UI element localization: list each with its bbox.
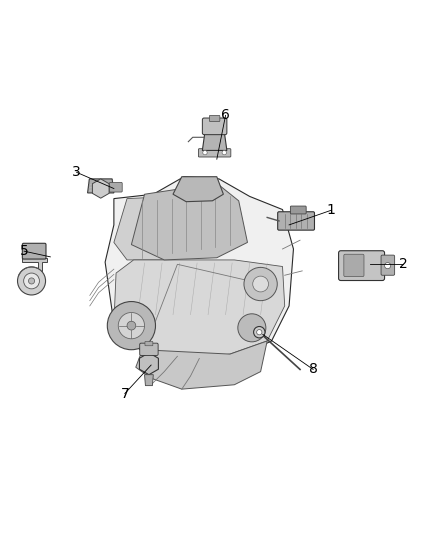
FancyBboxPatch shape [344,254,364,277]
Polygon shape [92,179,109,198]
Circle shape [118,312,145,339]
Polygon shape [173,177,223,201]
Circle shape [254,327,265,338]
Polygon shape [145,375,153,386]
Circle shape [107,302,155,350]
FancyBboxPatch shape [140,343,158,356]
Text: 2: 2 [399,257,407,271]
Circle shape [222,150,226,155]
Circle shape [244,268,277,301]
Polygon shape [114,197,180,260]
FancyBboxPatch shape [290,206,306,214]
FancyBboxPatch shape [202,118,227,135]
FancyBboxPatch shape [381,255,395,275]
Circle shape [24,273,39,289]
Circle shape [238,314,266,342]
Polygon shape [202,132,227,150]
Polygon shape [136,341,267,389]
Circle shape [253,276,268,292]
Text: 7: 7 [120,386,129,400]
FancyBboxPatch shape [198,149,231,157]
Polygon shape [114,260,285,359]
Polygon shape [22,258,47,271]
FancyBboxPatch shape [110,182,122,192]
Circle shape [385,263,391,269]
FancyBboxPatch shape [22,243,46,259]
Text: 8: 8 [309,362,318,376]
Text: 1: 1 [326,204,335,217]
Circle shape [257,329,262,335]
FancyBboxPatch shape [145,342,153,346]
Circle shape [18,267,46,295]
Polygon shape [139,353,159,375]
Circle shape [203,150,207,155]
Text: 5: 5 [20,244,28,258]
Circle shape [28,278,35,284]
Polygon shape [88,179,114,193]
FancyBboxPatch shape [339,251,385,280]
Polygon shape [105,177,293,363]
Circle shape [127,321,136,330]
Text: 6: 6 [221,108,230,123]
FancyBboxPatch shape [278,212,314,230]
Polygon shape [131,183,247,260]
Text: 3: 3 [72,165,81,179]
FancyBboxPatch shape [209,115,220,122]
